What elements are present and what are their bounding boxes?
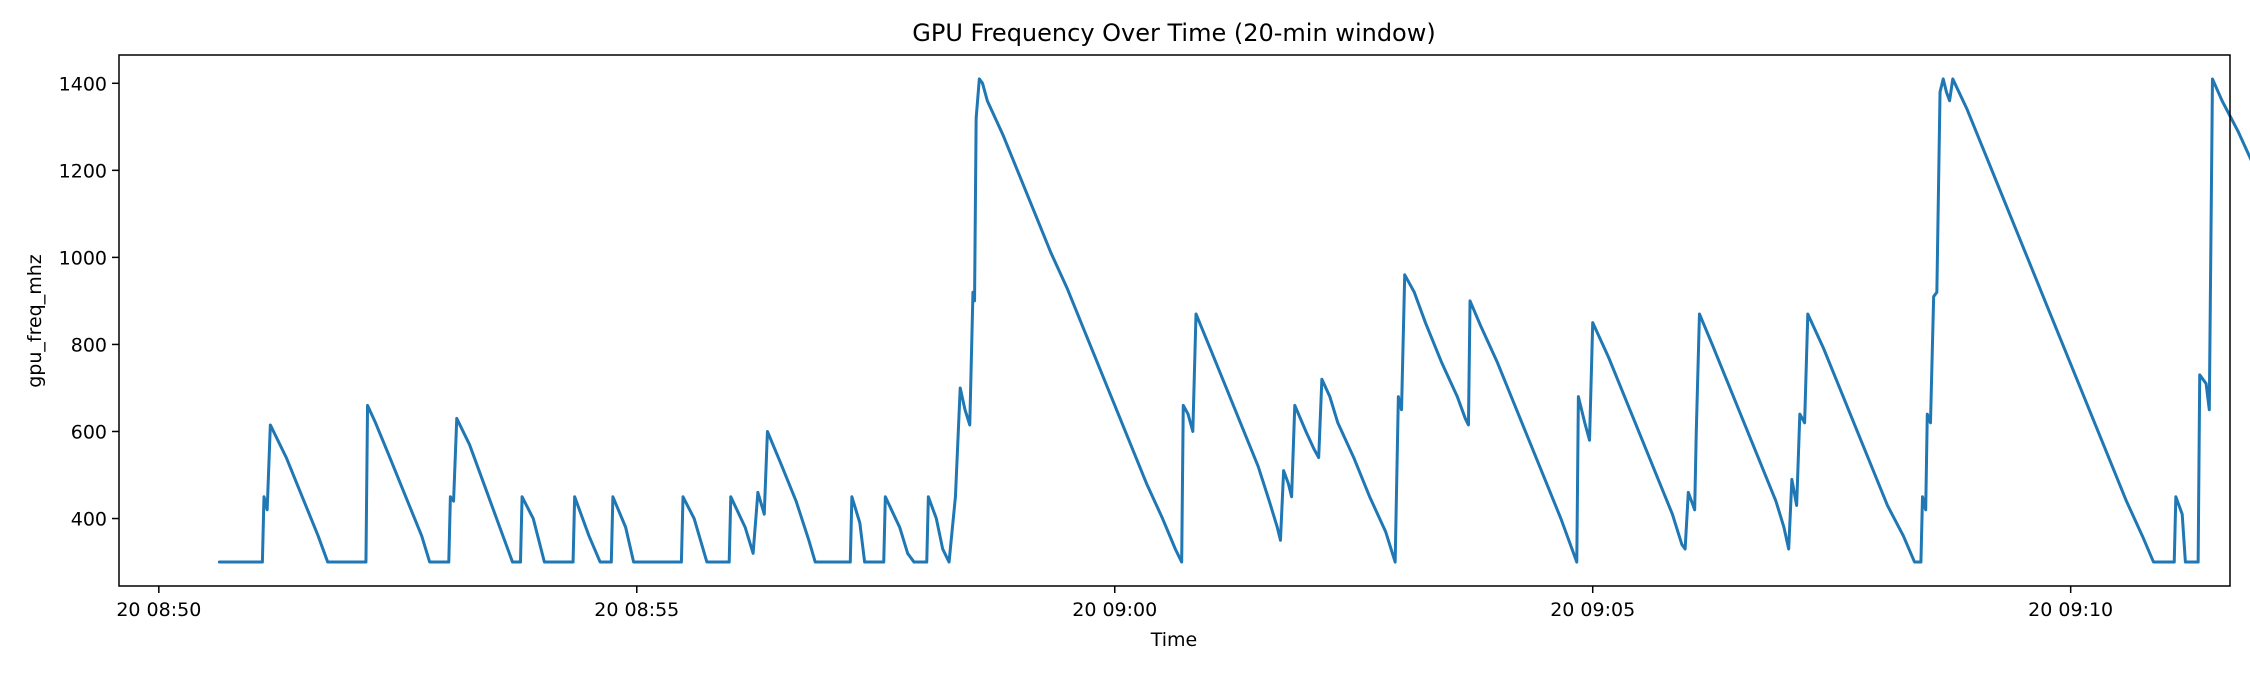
y-axis-label: gpu_freq_mhz (24, 254, 46, 388)
chart-title: GPU Frequency Over Time (20-min window) (912, 19, 1435, 47)
plot-frame (118, 54, 2231, 587)
x-tick-label: 20 09:05 (1550, 599, 1635, 621)
y-tick-label: 1200 (59, 160, 107, 182)
y-tick-label: 1400 (59, 73, 107, 95)
y-tick-label: 400 (71, 509, 107, 531)
y-tick-label: 800 (71, 334, 107, 356)
x-axis-label: Time (1150, 629, 1198, 651)
x-axis-ticks: 20 08:50 20 08:55 20 09:00 20 09:05 20 09:10 (116, 586, 2113, 621)
x-tick-label: 20 09:10 (2028, 599, 2113, 621)
y-tick-label: 600 (71, 421, 107, 443)
y-axis-ticks: 400 600 800 1000 1200 1400 (59, 73, 119, 531)
plot-area (217, 77, 2250, 564)
x-tick-label: 20 08:50 (116, 599, 201, 621)
y-tick-label: 1000 (59, 247, 107, 269)
x-tick-label: 20 09:00 (1072, 599, 1157, 621)
x-tick-label: 20 08:55 (594, 599, 679, 621)
series-line (217, 77, 2250, 564)
